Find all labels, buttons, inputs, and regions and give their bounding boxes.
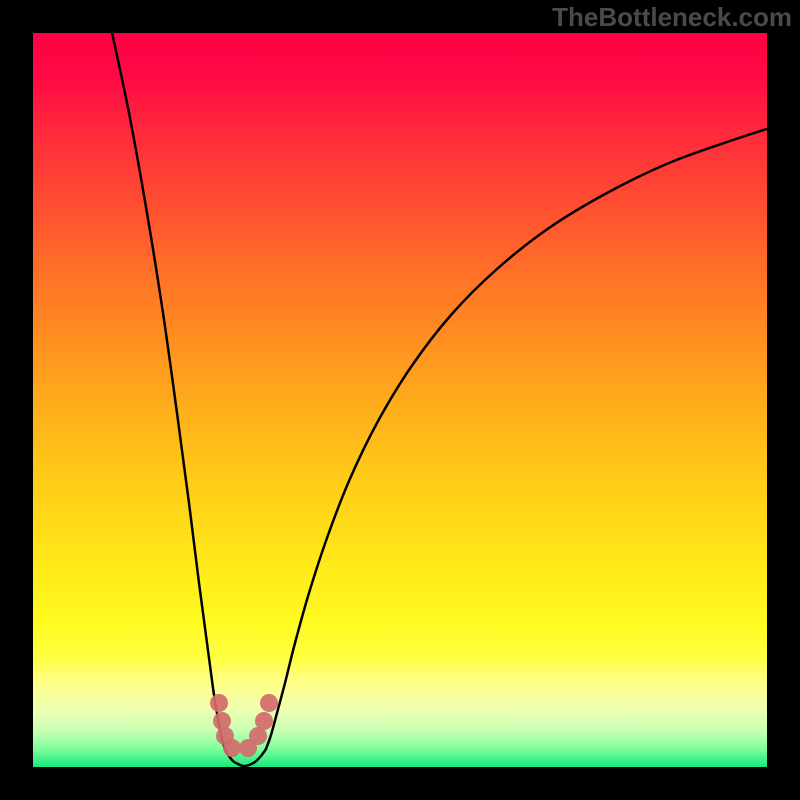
- bottleneck-curve: [33, 33, 767, 767]
- data-marker: [260, 694, 278, 712]
- curve-right-branch: [266, 127, 767, 749]
- data-marker: [210, 694, 228, 712]
- plot-area: [33, 33, 767, 767]
- curve-left-branch: [111, 33, 226, 751]
- watermark-text: TheBottleneck.com: [552, 2, 792, 33]
- chart-frame: TheBottleneck.com: [0, 0, 800, 800]
- data-marker: [255, 712, 273, 730]
